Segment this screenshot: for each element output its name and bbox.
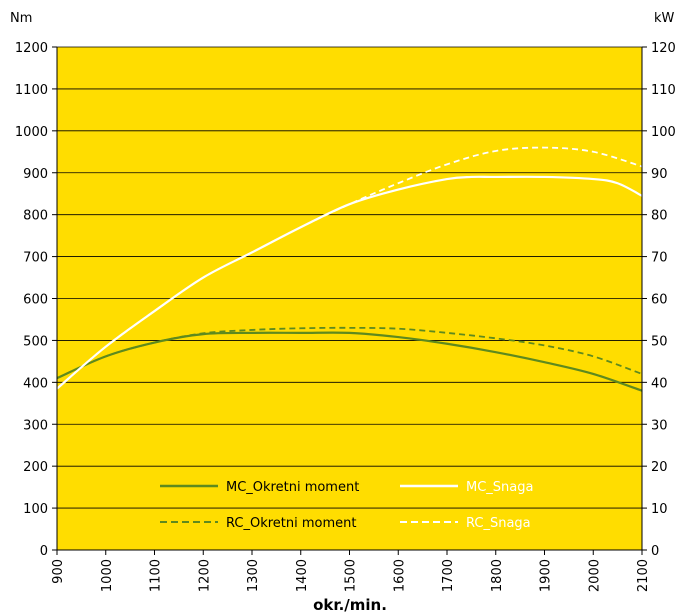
y-right-tick-label: 40 (651, 376, 668, 391)
y-left-tick-label: 300 (23, 418, 48, 433)
y-left-tick-label: 1000 (15, 125, 48, 140)
y-left-tick-label: 400 (23, 376, 48, 391)
left-axis-unit: Nm (10, 11, 32, 26)
legend-label: MC_Snaga (466, 480, 533, 495)
y-right-tick-label: 120 (651, 41, 676, 56)
y-right-tick-label: 0 (651, 544, 659, 559)
legend: MC_Okretni moment MC_Snaga RC_Okretni mome… (160, 480, 533, 531)
y-right-tick-label: 70 (651, 251, 668, 266)
y-right-tick-label: 30 (651, 418, 668, 433)
y-right-tick-label: 80 (651, 209, 668, 224)
y-right-tick-label: 90 (651, 167, 668, 182)
legend-label: RC_Okretni moment (226, 516, 356, 531)
y-right-tick-label: 100 (651, 125, 676, 140)
x-tick-label: 2100 (636, 559, 651, 592)
legend-label: MC_Okretni moment (226, 480, 359, 495)
series-lines (56, 146, 643, 392)
y-right-tick-label: 110 (651, 83, 676, 98)
legend-label: RC_Snaga (466, 516, 531, 531)
x-tick-label: 1500 (344, 559, 359, 592)
series-line-rc-snaga (56, 146, 643, 390)
y-left-tick-label: 600 (23, 293, 48, 308)
y-right-tick-label: 50 (651, 334, 668, 349)
y-left-tick-label: 700 (23, 251, 48, 266)
y-left-tick-label: 800 (23, 209, 48, 224)
x-tick-label: 1300 (246, 559, 261, 592)
y-left-tick-label: 500 (23, 334, 48, 349)
y-left-tick-label: 200 (23, 460, 48, 475)
y-right-tick-label: 20 (651, 460, 668, 475)
x-tick-label: 900 (51, 559, 66, 584)
y-left-tick-label: 1100 (15, 83, 48, 98)
series-line-rc-okretni-moment (56, 326, 643, 379)
x-axis-label: okr./min. (313, 596, 387, 614)
x-tick-label: 1400 (295, 559, 310, 592)
x-tick-label: 1700 (441, 559, 456, 592)
y-left-tick-label: 1200 (15, 41, 48, 56)
x-tick-label: 2000 (587, 559, 602, 592)
gridlines (57, 46, 642, 509)
y-right-tick-label: 60 (651, 293, 668, 308)
x-tick-label: 1900 (539, 559, 554, 592)
right-axis-unit: kW (654, 11, 675, 26)
x-tick-label: 1200 (197, 559, 212, 592)
axes: 0100200300400500600700800900100011001200… (15, 41, 676, 592)
y-right-tick-label: 10 (651, 502, 668, 517)
y-left-tick-label: 0 (40, 544, 48, 559)
y-left-tick-label: 100 (23, 502, 48, 517)
x-tick-label: 1100 (149, 559, 164, 592)
x-tick-label: 1800 (490, 559, 505, 592)
x-tick-label: 1000 (100, 559, 115, 592)
x-tick-label: 1600 (392, 559, 407, 592)
y-left-tick-label: 900 (23, 167, 48, 182)
